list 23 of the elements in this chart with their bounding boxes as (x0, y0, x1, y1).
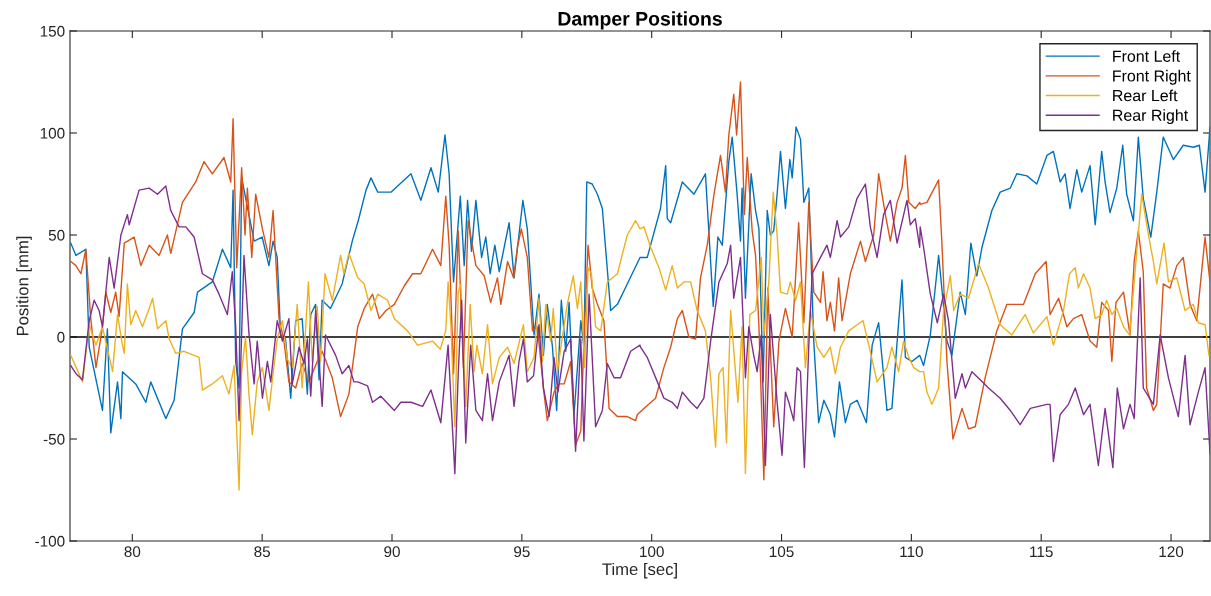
x-tick-label: 80 (124, 546, 141, 558)
y-tick-label: 100 (40, 127, 65, 139)
x-tick-label: 110 (900, 546, 923, 558)
y-tick-label: -50 (43, 433, 65, 445)
y-tick-label: 150 (40, 25, 65, 37)
y-axis-title: Position [mm] (16, 236, 32, 336)
x-tick-label: 105 (769, 546, 794, 558)
legend-label: Front Right (1113, 69, 1191, 85)
legend-label: Rear Right (1113, 109, 1189, 125)
x-axis-title: Time [sec] (602, 562, 677, 579)
line-series (70, 126, 1210, 438)
legend-label: Rear Left (1113, 89, 1178, 102)
x-tick-label: 115 (1030, 546, 1053, 558)
chart-title: Damper Positions (558, 11, 722, 30)
y-tick-label: -100 (35, 535, 65, 547)
x-tick-label: 85 (254, 546, 271, 558)
x-tick-label: 100 (640, 546, 664, 558)
legend-label: Front Left (1113, 50, 1181, 62)
x-tick-label: 95 (514, 546, 530, 558)
y-tick-label: 0 (57, 331, 65, 343)
y-tick-label: 50 (48, 229, 65, 241)
x-tick-label: 90 (384, 546, 400, 558)
x-tick-label: 120 (1159, 546, 1184, 558)
